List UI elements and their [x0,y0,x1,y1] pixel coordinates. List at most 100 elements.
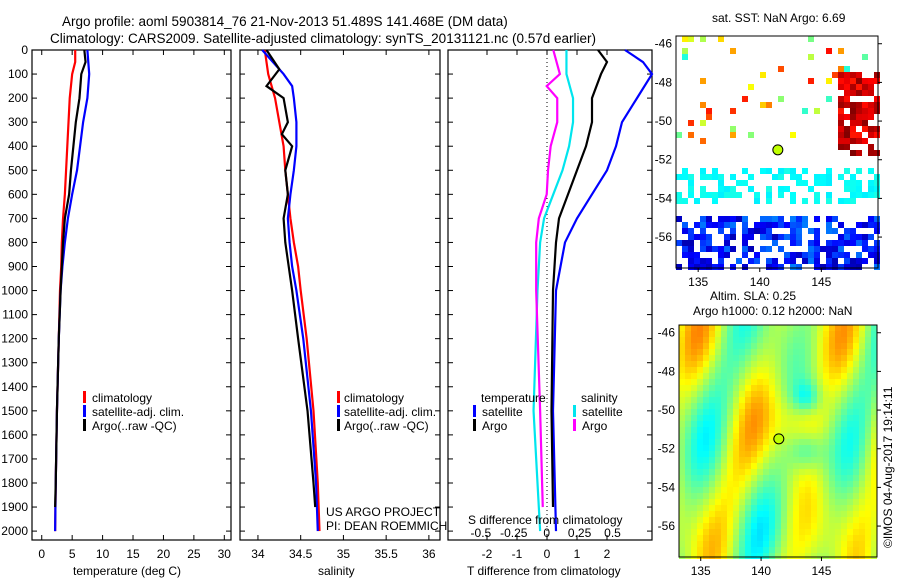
map-cell [763,373,769,379]
map-cell [715,499,721,505]
map-cell [865,385,871,391]
map-cell [745,439,751,445]
map-cell [811,451,817,457]
map-cell [691,349,697,355]
map-cell [802,108,808,114]
map-cell [715,379,721,385]
map-cell [733,553,739,559]
map-cell [868,168,874,174]
map-cell [829,379,835,385]
map-cell [766,192,772,198]
map-cell [871,439,877,445]
map-cell [730,132,736,138]
map-cell [736,258,742,264]
map-cell [823,361,829,367]
map-cell [751,529,757,535]
map-cell [799,535,805,541]
map-cell [772,264,778,270]
lat-tick-label: -52 [658,442,676,456]
map-cell [709,349,715,355]
map-cell [796,222,802,228]
map-cell [796,216,802,222]
map-cell [781,427,787,433]
map-cell [676,216,682,222]
map-cell [874,246,880,252]
map-cell [733,475,739,481]
map-cell [853,361,859,367]
series-argo [264,49,317,508]
map-cell [865,403,871,409]
map-cell [745,517,751,523]
map-cell [739,469,745,475]
map-cell [862,108,868,114]
map-cell [769,433,775,439]
map-cell [805,535,811,541]
map-cell [841,511,847,517]
map-cell [817,487,823,493]
map-cell [811,445,817,451]
map-cell [715,553,721,559]
map-cell [709,397,715,403]
map-cell [763,355,769,361]
map-cell [745,541,751,547]
map-cell [745,355,751,361]
map-cell [727,427,733,433]
map-cell [847,535,853,541]
map-cell [856,120,862,126]
map-cell [763,349,769,355]
map-cell [793,487,799,493]
map-cell [862,138,868,144]
map-cell [721,523,727,529]
map-cell [679,325,685,331]
map-cell [709,409,715,415]
plot-frame [239,49,441,541]
map-cell [847,439,853,445]
map-cell [799,397,805,403]
map-cell [727,373,733,379]
map-cell [826,168,832,174]
map-cell [679,385,685,391]
map-cell [826,222,832,228]
map-cell [844,132,850,138]
map-cell [814,174,820,180]
map-cell [811,481,817,487]
depth-tick-label: 800 [8,235,28,249]
map-cell [697,415,703,421]
map-cell [802,168,808,174]
map-cell [691,517,697,523]
map-cell [838,126,844,132]
map-cell [805,355,811,361]
map-cell [733,481,739,487]
s-tick-label: 0.5 [604,526,621,540]
map-cell [745,523,751,529]
map-cell [871,373,877,379]
map-cell [757,445,763,451]
map-cell [775,469,781,475]
map-cell [679,343,685,349]
map-cell [763,553,769,559]
map-cell [724,192,730,198]
map-cell [775,529,781,535]
map-cell [745,511,751,517]
map-cell [790,264,796,270]
map-cell [781,421,787,427]
map-cell [775,325,781,331]
map-cell [823,337,829,343]
map-cell [703,541,709,547]
map-cell [682,36,688,42]
map-cell [727,511,733,517]
map-cell [853,535,859,541]
map-cell [739,445,745,451]
s-tick-label: -0.5 [471,526,492,540]
map-cell [763,487,769,493]
map-cell [787,337,793,343]
map-cell [691,355,697,361]
map-cell [724,252,730,258]
map-cell [697,505,703,511]
map-cell [718,258,724,264]
map-cell [688,192,694,198]
map-cell [763,343,769,349]
map-cell [745,421,751,427]
map-cell [775,373,781,379]
map-cell [697,487,703,493]
